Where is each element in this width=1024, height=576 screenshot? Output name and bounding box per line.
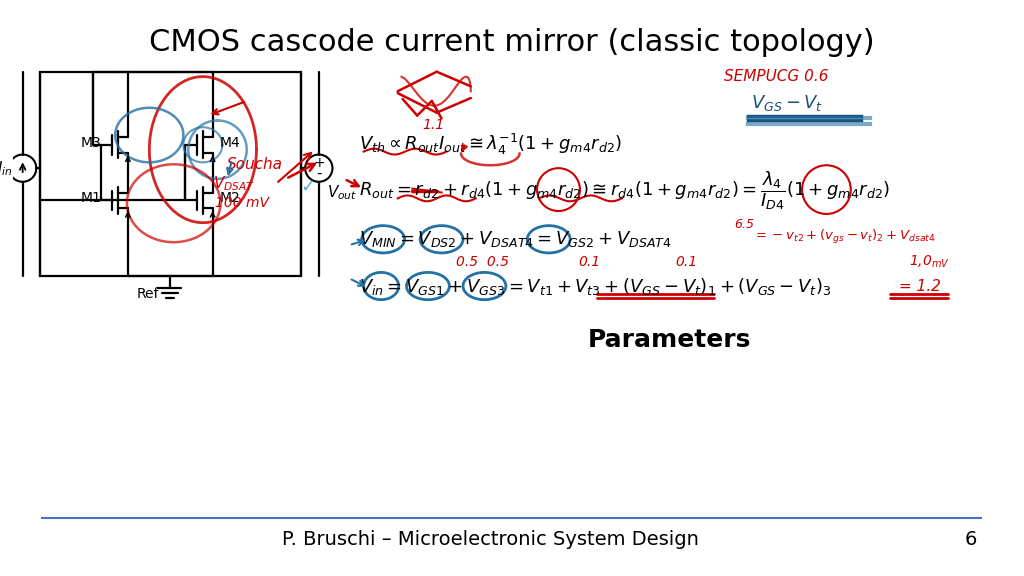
Text: Ref: Ref — [137, 287, 160, 301]
Text: $V_{out}$: $V_{out}$ — [327, 183, 356, 202]
Text: Soucha: Soucha — [227, 157, 284, 172]
Text: $V_{th}\propto R_{out}I_{out}\cong\lambda_4^{-1}(1+g_{m4}r_{d2})$: $V_{th}\propto R_{out}I_{out}\cong\lambd… — [358, 132, 622, 157]
Text: $V_{DSAT}$: $V_{DSAT}$ — [213, 175, 255, 193]
Text: P. Bruschi – Microelectronic System Design: P. Bruschi – Microelectronic System Desi… — [282, 530, 698, 549]
Text: 1.1: 1.1 — [422, 118, 444, 132]
Text: SEMPUCG 0.6: SEMPUCG 0.6 — [724, 69, 828, 84]
Bar — [40, 72, 301, 276]
Text: 0.5  0.5: 0.5 0.5 — [457, 255, 509, 268]
Text: M3: M3 — [81, 136, 101, 150]
Text: M2: M2 — [220, 191, 241, 206]
Text: 100 mV: 100 mV — [215, 196, 268, 210]
Text: +: + — [313, 156, 325, 170]
Text: -: - — [316, 165, 322, 180]
Text: M4: M4 — [220, 136, 241, 150]
Text: $I_{in}$: $I_{in}$ — [0, 159, 13, 177]
Text: $=-v_{t2}+(v_{gs}-v_t)_2+V_{dsat4}$: $=-v_{t2}+(v_{gs}-v_t)_2+V_{dsat4}$ — [754, 228, 936, 247]
Text: 0.1: 0.1 — [578, 255, 600, 268]
Text: Parameters: Parameters — [588, 328, 751, 351]
Text: 6: 6 — [965, 530, 978, 549]
Text: CMOS cascode current mirror (classic topology): CMOS cascode current mirror (classic top… — [148, 28, 874, 57]
Text: $V_{GS}-V_t$: $V_{GS}-V_t$ — [752, 93, 823, 113]
Text: 6.5: 6.5 — [734, 218, 754, 231]
Text: M1: M1 — [81, 191, 101, 206]
Text: $\checkmark$: $\checkmark$ — [300, 177, 314, 195]
Text: $R_{out}=r_{d2}+r_{d4}(1+g_{m4}r_{d2})\cong r_{d4}(1+g_{m4}r_{d2})=\dfrac{\lambd: $R_{out}=r_{d2}+r_{d4}(1+g_{m4}r_{d2})\c… — [358, 169, 890, 212]
Text: $V_{in}=V_{GS1}+V_{GS3}=V_{t1}+V_{t3}+(V_{GS}-V_t)_1+(V_{GS}-V_t)_3$: $V_{in}=V_{GS1}+V_{GS3}=V_{t1}+V_{t3}+(V… — [358, 275, 831, 297]
Text: $V_{MIN}=V_{DS2}+V_{DSAT4}=V_{GS2}+V_{DSAT4}$: $V_{MIN}=V_{DS2}+V_{DSAT4}=V_{GS2}+V_{DS… — [358, 229, 672, 249]
Text: 0.1: 0.1 — [676, 255, 697, 268]
Text: = 1.2: = 1.2 — [899, 279, 941, 294]
Text: 1,0$_{mV}$: 1,0$_{mV}$ — [909, 253, 950, 270]
